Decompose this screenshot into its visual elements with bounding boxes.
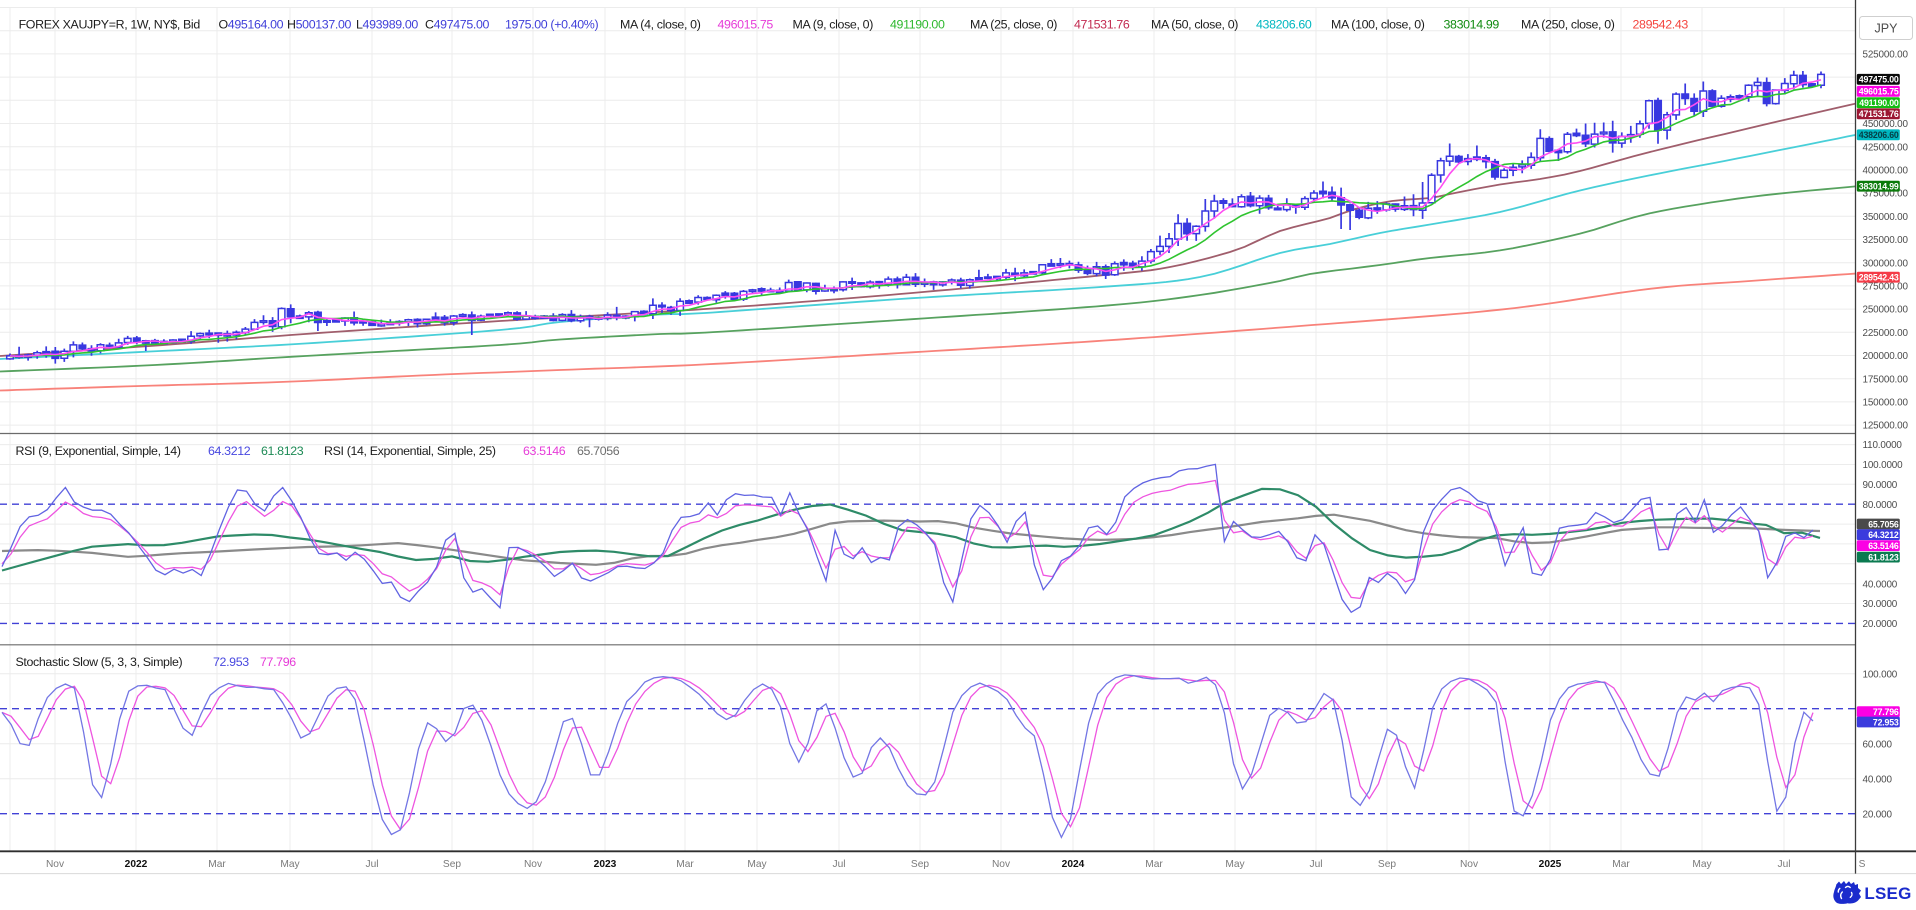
svg-text:497475.00: 497475.00 xyxy=(1859,75,1899,85)
svg-text:Jul: Jul xyxy=(1777,859,1790,870)
svg-text:MA (100, close, 0): MA (100, close, 0) xyxy=(1331,18,1425,32)
svg-text:383014.99: 383014.99 xyxy=(1444,18,1500,32)
svg-text:200000.00: 200000.00 xyxy=(1863,351,1909,362)
svg-text:383014.99: 383014.99 xyxy=(1859,182,1899,192)
svg-text:471531.76: 471531.76 xyxy=(1074,18,1130,32)
svg-text:300000.00: 300000.00 xyxy=(1863,258,1909,269)
svg-text:MA (25, close, 0): MA (25, close, 0) xyxy=(970,18,1057,32)
svg-text:Sep: Sep xyxy=(1378,859,1396,870)
svg-text:72.953: 72.953 xyxy=(1873,717,1899,727)
svg-text:2023: 2023 xyxy=(594,859,617,870)
svg-text:525000.00: 525000.00 xyxy=(1863,50,1909,61)
svg-text:RSI (9, Exponential, Simple, 1: RSI (9, Exponential, Simple, 14) xyxy=(16,444,181,458)
svg-text:110.0000: 110.0000 xyxy=(1863,440,1903,451)
svg-text:L493989.00: L493989.00 xyxy=(356,18,418,32)
svg-text:400000.00: 400000.00 xyxy=(1863,166,1909,177)
svg-text:61.8123: 61.8123 xyxy=(1868,552,1899,562)
svg-text:Jul: Jul xyxy=(365,859,378,870)
svg-text:LSEG: LSEG xyxy=(1864,884,1911,903)
svg-text:May: May xyxy=(1225,859,1245,870)
svg-text:471531.76: 471531.76 xyxy=(1859,109,1899,119)
svg-text:100.0000: 100.0000 xyxy=(1863,460,1904,471)
svg-text:60.000: 60.000 xyxy=(1863,739,1893,750)
svg-text:Mar: Mar xyxy=(1145,859,1163,870)
svg-text:275000.00: 275000.00 xyxy=(1863,282,1909,293)
svg-text:40.0000: 40.0000 xyxy=(1863,579,1898,590)
svg-text:63.5146: 63.5146 xyxy=(1868,541,1899,551)
svg-text:May: May xyxy=(747,859,767,870)
svg-text:Mar: Mar xyxy=(208,859,226,870)
svg-text:72.953: 72.953 xyxy=(213,655,249,669)
svg-text:JPY: JPY xyxy=(1875,22,1899,36)
svg-text:225000.00: 225000.00 xyxy=(1863,328,1909,339)
svg-text:77.796: 77.796 xyxy=(1873,707,1899,717)
svg-text:496015.75: 496015.75 xyxy=(1859,87,1899,97)
svg-text:Mar: Mar xyxy=(676,859,694,870)
svg-text:2025: 2025 xyxy=(1539,859,1562,870)
svg-text:Jul: Jul xyxy=(1309,859,1322,870)
svg-text:425000.00: 425000.00 xyxy=(1863,142,1909,153)
svg-text:496015.75: 496015.75 xyxy=(718,18,774,32)
svg-text:MA (9, close, 0): MA (9, close, 0) xyxy=(793,18,874,32)
svg-text:RSI (14, Exponential, Simple,: RSI (14, Exponential, Simple, 25) xyxy=(324,444,496,458)
svg-text:C497475.00: C497475.00 xyxy=(425,18,489,32)
svg-text:65.7056: 65.7056 xyxy=(577,444,620,458)
svg-text:125000.00: 125000.00 xyxy=(1863,421,1909,432)
svg-text:Nov: Nov xyxy=(46,859,65,870)
svg-text:2024: 2024 xyxy=(1062,859,1085,870)
svg-text:Mar: Mar xyxy=(1612,859,1630,870)
svg-text:350000.00: 350000.00 xyxy=(1863,212,1909,223)
svg-text:May: May xyxy=(280,859,300,870)
svg-text:250000.00: 250000.00 xyxy=(1863,305,1909,316)
svg-text:325000.00: 325000.00 xyxy=(1863,235,1909,246)
svg-text:150000.00: 150000.00 xyxy=(1863,398,1909,409)
svg-text:175000.00: 175000.00 xyxy=(1863,374,1909,385)
svg-text:Jul: Jul xyxy=(832,859,845,870)
svg-text:FOREX XAUJPY=R, 1W, NY$, Bid: FOREX XAUJPY=R, 1W, NY$, Bid xyxy=(19,18,201,32)
svg-text:2022: 2022 xyxy=(125,859,148,870)
svg-text:20.000: 20.000 xyxy=(1863,809,1893,820)
svg-text:Stochastic Slow (5, 3, 3, Simp: Stochastic Slow (5, 3, 3, Simple) xyxy=(16,655,183,669)
svg-text:100.000: 100.000 xyxy=(1863,669,1898,680)
svg-text:40.000: 40.000 xyxy=(1863,774,1893,785)
svg-text:65.7056: 65.7056 xyxy=(1868,519,1899,529)
svg-text:May: May xyxy=(1692,859,1712,870)
svg-text:Sep: Sep xyxy=(911,859,929,870)
svg-text:Nov: Nov xyxy=(992,859,1011,870)
svg-text:1975.00 (+0.40%): 1975.00 (+0.40%) xyxy=(505,18,598,32)
svg-text:64.3212: 64.3212 xyxy=(1868,530,1899,540)
svg-text:MA (4, close, 0): MA (4, close, 0) xyxy=(620,18,701,32)
svg-text:MA (50, close, 0): MA (50, close, 0) xyxy=(1151,18,1238,32)
svg-text:O495164.00: O495164.00 xyxy=(219,18,284,32)
svg-text:Nov: Nov xyxy=(524,859,543,870)
svg-text:491190.00: 491190.00 xyxy=(1859,98,1899,108)
svg-text:450000.00: 450000.00 xyxy=(1863,119,1909,130)
svg-text:H500137.00: H500137.00 xyxy=(287,18,351,32)
svg-text:90.0000: 90.0000 xyxy=(1863,480,1898,491)
svg-text:375000.00: 375000.00 xyxy=(1863,189,1909,200)
svg-text:63.5146: 63.5146 xyxy=(523,444,566,458)
svg-text:64.3212: 64.3212 xyxy=(208,444,251,458)
svg-text:Sep: Sep xyxy=(443,859,461,870)
svg-text:20.0000: 20.0000 xyxy=(1863,619,1898,630)
svg-text:80.0000: 80.0000 xyxy=(1863,500,1898,511)
svg-text:MA (250, close, 0): MA (250, close, 0) xyxy=(1521,18,1615,32)
svg-text:Nov: Nov xyxy=(1460,859,1479,870)
svg-text:77.796: 77.796 xyxy=(260,655,296,669)
svg-text:491190.00: 491190.00 xyxy=(890,18,945,32)
svg-text:438206.60: 438206.60 xyxy=(1859,130,1899,140)
svg-text:30.0000: 30.0000 xyxy=(1863,599,1898,610)
svg-text:289542.43: 289542.43 xyxy=(1859,273,1899,283)
svg-text:61.8123: 61.8123 xyxy=(261,444,304,458)
svg-text:438206.60: 438206.60 xyxy=(1256,18,1312,32)
svg-text:289542.43: 289542.43 xyxy=(1633,18,1689,32)
svg-text:S: S xyxy=(1859,859,1866,870)
